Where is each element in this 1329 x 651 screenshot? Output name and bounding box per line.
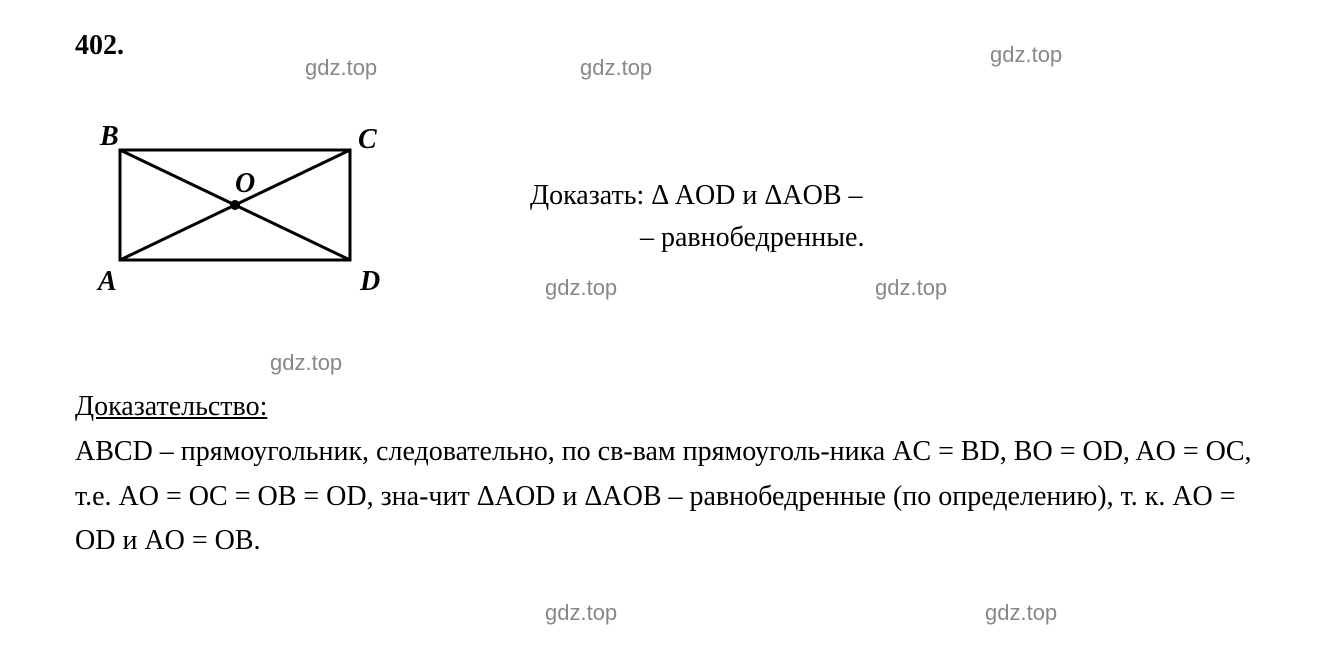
proof-triangle-aob: ΔAOB [584,481,661,512]
proof-and: и [555,481,584,512]
statement-and: и [735,180,764,211]
statement-line1: Доказать: Δ AOD и ΔAOB – [530,175,864,217]
vertex-label-d: D [359,266,380,297]
statement-dash: – [842,180,863,211]
geometry-diagram: B C A D O [90,120,390,300]
problem-statement: Доказать: Δ AOD и ΔAOB – – равнобедренны… [530,175,864,259]
proof-body: ABCD – прямоугольник, следовательно, по … [75,430,1269,564]
proof-title: Доказательство: [75,385,1269,430]
proof-section: Доказательство: ABCD – прямоугольник, сл… [75,385,1269,564]
triangle-aod: Δ AOD [651,180,735,211]
watermark: gdz.top [985,600,1057,626]
vertex-label-c: C [358,124,377,155]
proof-triangle-aod: ΔAOD [477,481,556,512]
vertex-label-b: B [99,121,119,152]
vertex-label-a: A [96,266,117,297]
watermark: gdz.top [545,275,617,301]
watermark: gdz.top [875,275,947,301]
watermark: gdz.top [545,600,617,626]
watermark: gdz.top [305,55,377,81]
watermark: gdz.top [990,42,1062,68]
problem-number: 402. [75,30,124,62]
statement-line2: – равнобедренные. [530,217,864,259]
watermark: gdz.top [580,55,652,81]
rectangle-diagram-svg: B C A D O [90,120,390,300]
center-point [230,200,240,210]
watermark: gdz.top [270,350,342,376]
statement-prefix: Доказать: [530,180,651,211]
triangle-aob: ΔAOB [764,180,841,211]
vertex-label-o: O [235,168,255,199]
